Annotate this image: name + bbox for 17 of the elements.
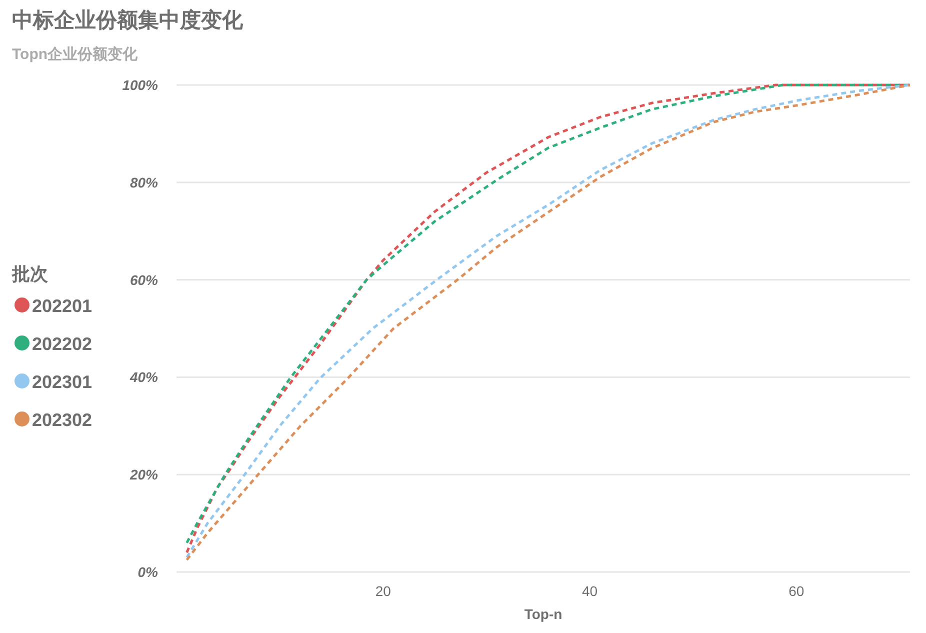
y-tick-label: 80% — [130, 174, 159, 190]
y-tick-label: 0% — [138, 564, 159, 580]
chart-subtitle: Topn企业份额变化 — [12, 45, 139, 63]
legend-label: 202301 — [32, 372, 92, 392]
y-tick-label: 20% — [128, 466, 159, 483]
x-axis-title: Top-n — [524, 606, 562, 622]
x-tick-label: 20 — [375, 583, 392, 599]
legend-label: 202302 — [32, 410, 92, 430]
legend-title: 批次 — [11, 264, 49, 284]
legend-label: 202201 — [32, 296, 92, 316]
x-tick-label: 60 — [788, 583, 804, 599]
chart-title: 中标企业份额集中度变化 — [12, 8, 244, 32]
y-tick-label: 40% — [128, 369, 159, 386]
y-tick-label: 60% — [130, 272, 159, 288]
x-tick-label: 40 — [582, 583, 598, 599]
y-tick-label: 100% — [122, 77, 159, 93]
legend-label: 202202 — [32, 334, 92, 354]
